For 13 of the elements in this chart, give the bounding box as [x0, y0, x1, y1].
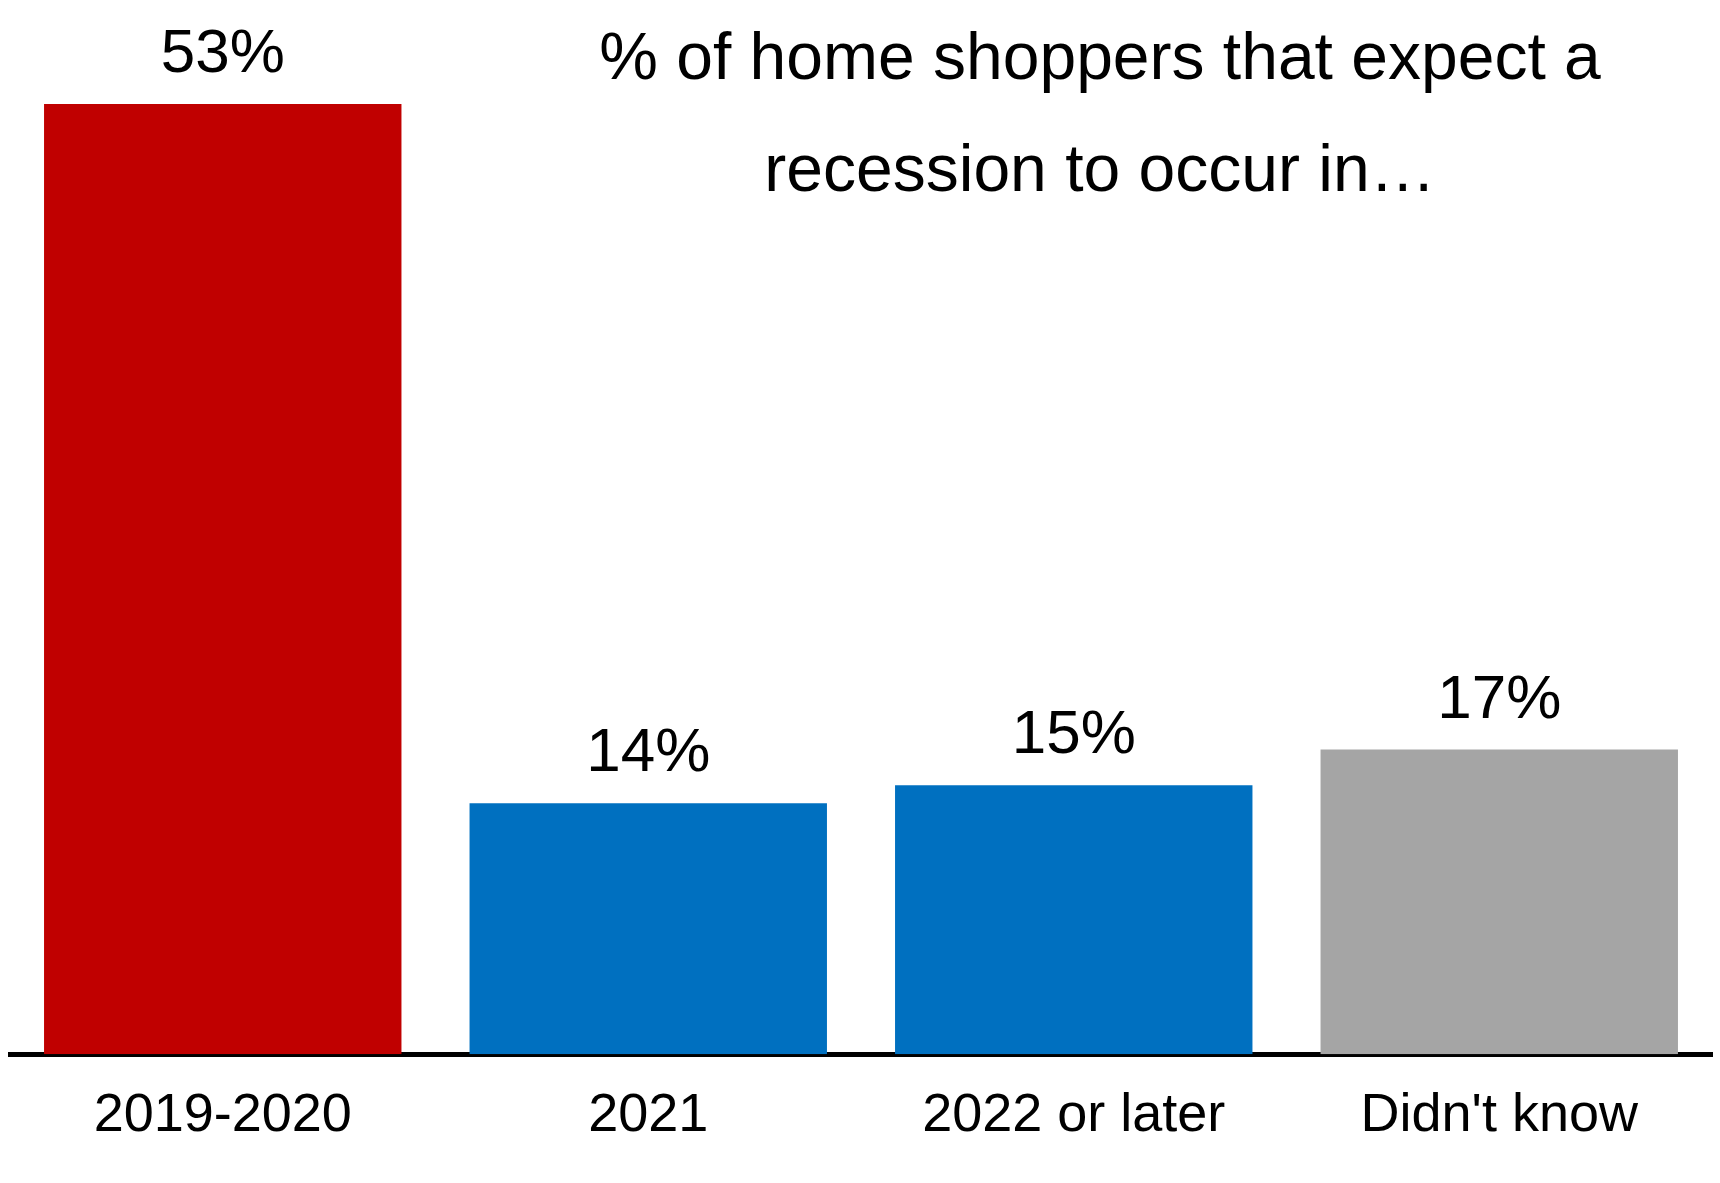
bar [895, 785, 1253, 1055]
bar [44, 104, 402, 1055]
chart-title: % of home shoppers that expect a recession to occur in… [598, 18, 1602, 207]
x-tick-label: 2019-2020 [93, 1082, 352, 1143]
x-tick-label: 2022 or later [922, 1082, 1226, 1143]
x-tick-label: 2021 [588, 1082, 709, 1143]
data-label: 17% [1437, 661, 1562, 731]
data-label: 53% [160, 16, 285, 86]
data-label: 15% [1011, 697, 1136, 767]
bar [1320, 749, 1678, 1055]
bar [469, 803, 827, 1055]
x-tick-label: Didn't know [1360, 1082, 1639, 1143]
data-label: 14% [586, 715, 711, 785]
